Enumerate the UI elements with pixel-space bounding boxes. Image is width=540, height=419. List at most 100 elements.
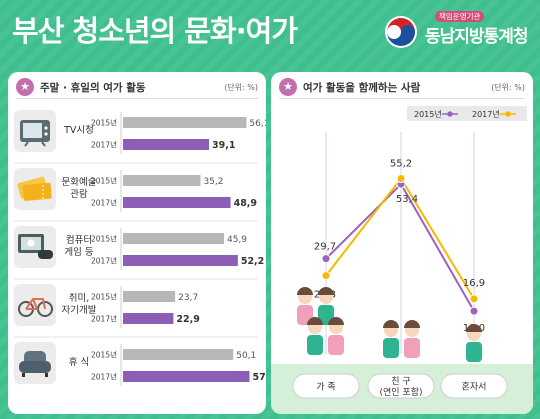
category-label-line: 가 족 bbox=[316, 382, 335, 393]
left-panel-header: ★ 주말 · 휴일의 여가 활동 (단위: %) bbox=[16, 78, 258, 99]
point-2015 bbox=[321, 254, 331, 264]
series-year-label: 2017년 bbox=[91, 372, 117, 382]
bar-2015 bbox=[123, 117, 247, 128]
agency-name: 동남지방통계청 bbox=[425, 27, 528, 47]
pill-background bbox=[292, 373, 360, 399]
bar-value-label: 57,5 bbox=[253, 372, 267, 383]
agency-logo: 책임운영기관 동남지방통계청 bbox=[383, 8, 533, 52]
person-body bbox=[328, 335, 344, 355]
leisure-bar-chart: TV시청2015년56,12017년39,1문화예술관람2015년35,2201… bbox=[14, 110, 266, 386]
armchair-icon bbox=[19, 351, 51, 377]
bar-value-label: 48,9 bbox=[234, 198, 257, 209]
category-label: 혼자서 bbox=[462, 381, 487, 393]
category-label: 가 족 bbox=[316, 382, 335, 393]
star-icon: ★ bbox=[279, 78, 297, 96]
series-year-label: 2017년 bbox=[91, 314, 117, 324]
pill-background bbox=[440, 373, 508, 399]
bar-value-label: 50,1 bbox=[236, 351, 256, 361]
star-icon: ★ bbox=[16, 78, 34, 96]
person-body bbox=[466, 342, 482, 362]
bar-value-label: 35,2 bbox=[203, 177, 223, 187]
category-label-line: 혼자서 bbox=[462, 381, 487, 393]
point-value-label: 16,9 bbox=[463, 278, 485, 289]
category-pill: 친 구 (연인 포함) bbox=[367, 373, 435, 399]
person-body bbox=[404, 338, 420, 358]
game-icon bbox=[18, 234, 53, 259]
legend-background bbox=[407, 106, 527, 121]
category-label: 휴 식 bbox=[69, 357, 90, 368]
left-panel-title: 주말 · 휴일의 여가 활동 bbox=[40, 82, 146, 94]
series-year-label: 2015년 bbox=[91, 292, 117, 302]
bar-2015 bbox=[123, 349, 234, 360]
gamepad bbox=[38, 250, 53, 259]
bar-value-label: 22,9 bbox=[176, 314, 199, 325]
person-hair bbox=[307, 317, 323, 325]
person-hair bbox=[328, 317, 344, 325]
legend-label: 2017년 bbox=[472, 109, 500, 119]
category-pill: 혼자서 bbox=[440, 373, 508, 399]
bar-value-label: 23,7 bbox=[178, 293, 198, 303]
point-2017 bbox=[469, 294, 479, 304]
bar-value-label: 45,9 bbox=[227, 235, 247, 245]
right-panel-header: ★ 여가 활동을 함께하는 사람 (단위: %) bbox=[279, 78, 525, 99]
companions-panel: ★ 여가 활동을 함께하는 사람 (단위: %) 2015년 2017년 29,7 5… bbox=[271, 72, 533, 414]
series-year-label: 2015년 bbox=[91, 350, 117, 360]
bar-2015 bbox=[123, 175, 201, 186]
right-panel-unit: (단위: %) bbox=[491, 83, 525, 92]
person-body bbox=[383, 338, 399, 358]
category-label: TV시청 bbox=[63, 125, 94, 136]
tv-knob bbox=[44, 132, 48, 136]
category-label: 문화예술 관람 bbox=[62, 177, 97, 200]
point-value-label: 29,7 bbox=[314, 242, 336, 253]
bicycle-icon bbox=[18, 298, 53, 317]
category-label-line: 취미, bbox=[69, 293, 90, 304]
pill-background bbox=[367, 373, 435, 399]
tv-knob bbox=[44, 126, 48, 130]
leisure-activities-panel: ★ 주말 · 휴일의 여가 활동 (단위: %) TV시청2015년56,120… bbox=[8, 72, 266, 414]
series-year-label: 2015년 bbox=[91, 234, 117, 244]
point-value-label: 53,4 bbox=[396, 194, 418, 205]
person-body bbox=[307, 335, 323, 355]
category-label-line: 휴 식 bbox=[69, 357, 90, 368]
category-label-line: 컴퓨터 bbox=[66, 234, 92, 246]
ticket-front bbox=[22, 182, 52, 201]
legend-label: 2015년 bbox=[414, 109, 442, 119]
tv-leg bbox=[24, 141, 29, 147]
skull-glyph bbox=[27, 239, 35, 247]
series-year-label: 2015년 bbox=[91, 118, 117, 128]
series-year-label: 2017년 bbox=[91, 140, 117, 150]
bar-group: 컴퓨터 게임 등 2015년 45,9 2017년 52,2 bbox=[14, 226, 264, 280]
chair-seat bbox=[19, 361, 51, 373]
chair-leg bbox=[45, 373, 48, 377]
bar-value-label: 39,1 bbox=[212, 140, 235, 151]
page-title: 부산 청소년의 문화·여가 bbox=[12, 14, 298, 48]
person-hair bbox=[404, 320, 420, 328]
person-hair bbox=[383, 320, 399, 328]
taegeuk-emblem-icon bbox=[385, 16, 417, 48]
category-label-line: (연인 포함) bbox=[379, 387, 422, 398]
bike-frame bbox=[25, 298, 46, 310]
bar-2017 bbox=[123, 255, 238, 266]
bar-value-label: 52,2 bbox=[241, 256, 264, 267]
series-year-label: 2017년 bbox=[91, 256, 117, 266]
category-label-line: 친 구 bbox=[391, 376, 410, 387]
category-pill: 가 족 bbox=[292, 373, 360, 399]
tv-leg bbox=[41, 141, 46, 147]
legend-swatch-marker bbox=[447, 111, 453, 117]
ticket-icon bbox=[17, 176, 52, 201]
point-value-label: 55,2 bbox=[390, 159, 412, 170]
bar-2017 bbox=[123, 371, 250, 382]
people-illustration bbox=[297, 287, 482, 362]
category-label: 취미, 자기개발 bbox=[62, 293, 97, 316]
chair-leg bbox=[22, 373, 25, 377]
bar-2017 bbox=[123, 197, 231, 208]
bar-2015 bbox=[123, 291, 176, 302]
category-label-line: 게임 등 bbox=[64, 246, 93, 258]
legend-swatch-marker bbox=[505, 111, 511, 117]
person-hair bbox=[466, 324, 482, 332]
bar-value-label: 56,1 bbox=[249, 119, 266, 129]
